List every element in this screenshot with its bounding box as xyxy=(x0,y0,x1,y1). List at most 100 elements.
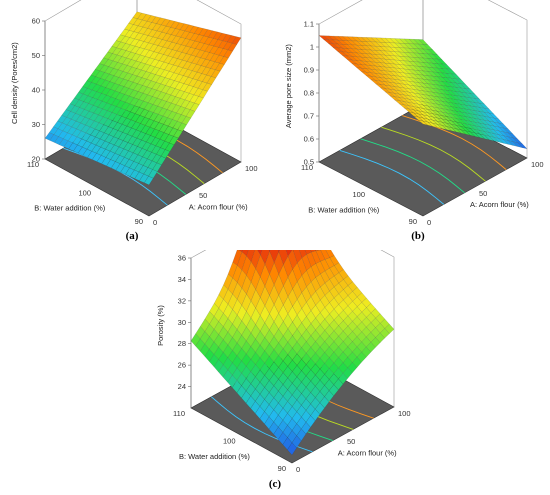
surface-plot-b: 0.5 0.6 0.7 0.8 0.9 1 1.1 0 50 100 90 100 110 A: Acor… xyxy=(284,0,544,227)
z-tick-label: 32 xyxy=(178,296,186,305)
surface-patch xyxy=(74,99,84,108)
z-tick-label: 36 xyxy=(178,254,186,263)
surface-patch xyxy=(74,92,84,101)
surface-patch xyxy=(291,435,302,449)
x-axis-label: A: Acorn flour (%) xyxy=(189,203,248,212)
surface-patch xyxy=(157,99,167,109)
surface-patch xyxy=(365,341,376,353)
surface-patch xyxy=(87,151,97,160)
surface-patch xyxy=(306,296,316,312)
surface-patch xyxy=(412,99,424,106)
surface-patch xyxy=(264,273,275,296)
z-tick-label: 0.6 xyxy=(304,135,314,144)
z-tick-label: 0.5 xyxy=(304,158,314,167)
surface-patch xyxy=(370,327,381,338)
surface-patch xyxy=(479,133,490,141)
surface-patch xyxy=(299,250,307,259)
y-tick-label: 110 xyxy=(173,409,185,418)
surface-patch xyxy=(315,357,325,370)
y-tick-label: 100 xyxy=(223,437,236,446)
surface-patch xyxy=(115,92,125,101)
surface-patch xyxy=(375,332,385,343)
floor-contour xyxy=(381,126,486,182)
caption-b: (b) xyxy=(411,230,425,242)
surface-patch xyxy=(54,136,64,145)
surface-patch xyxy=(488,120,500,128)
surface-patch xyxy=(507,140,519,147)
surface-patch xyxy=(144,110,154,120)
surface-patch xyxy=(342,367,353,379)
surface-patch xyxy=(393,99,405,106)
surface-patch xyxy=(292,353,302,366)
surface-patch xyxy=(84,111,94,120)
floor-contour xyxy=(339,149,445,205)
surface-mesh xyxy=(318,35,528,150)
surface-patch xyxy=(346,55,358,61)
surface-patch xyxy=(71,120,81,130)
surface-patch xyxy=(105,81,115,90)
surface-patch xyxy=(89,120,100,130)
surface-patch xyxy=(238,250,243,253)
chart-b: 0.5 0.6 0.7 0.8 0.9 1 1.1 0 50 100 90 100 110 A: Acor… xyxy=(275,0,550,235)
surface-patch xyxy=(301,254,312,271)
surface-patch xyxy=(144,175,154,186)
surface-patch xyxy=(92,91,102,100)
surface-patch xyxy=(479,111,490,118)
surface-patch xyxy=(432,58,443,65)
x-axis-label: A: Acorn flour (%) xyxy=(470,200,529,209)
surface-patch xyxy=(223,49,233,59)
x-tick-label: 50 xyxy=(347,437,355,446)
z-tick-label: 1.1 xyxy=(304,20,314,29)
y-tick-label: 110 xyxy=(27,160,39,169)
surface-patch xyxy=(72,136,82,146)
z-tick-label: 30 xyxy=(178,318,186,327)
surface-patch xyxy=(315,273,326,288)
surface-patch xyxy=(232,367,242,381)
surface-patch xyxy=(507,132,519,140)
surface-patch xyxy=(269,321,279,337)
surface-patch xyxy=(310,329,321,342)
surface-patch xyxy=(417,48,429,55)
surface-patch xyxy=(342,55,353,61)
surface-patch xyxy=(278,384,288,397)
x-tick-label: 0 xyxy=(296,465,300,474)
surface-patch xyxy=(333,314,344,326)
surface-patch xyxy=(356,331,367,343)
surface-patch xyxy=(389,42,400,48)
surface-patch xyxy=(338,269,349,280)
surface-patch xyxy=(62,117,72,126)
surface-patch xyxy=(117,116,127,125)
surface-patch xyxy=(516,142,528,150)
surface-patch xyxy=(464,112,476,119)
surface-patch xyxy=(124,95,135,105)
surface-patch xyxy=(327,43,339,49)
surface-patch xyxy=(277,250,280,253)
surface-patch xyxy=(282,437,293,451)
surface-patch xyxy=(301,410,311,423)
surface-patch xyxy=(403,107,414,114)
surface-patch xyxy=(432,53,443,60)
surface-patch xyxy=(106,96,116,106)
surface-patch xyxy=(329,319,339,332)
surface-patch xyxy=(245,395,256,409)
surface-patch xyxy=(61,109,71,118)
surface-patch xyxy=(250,352,261,365)
z-tick-label: 60 xyxy=(32,17,40,26)
surface-patch xyxy=(283,276,293,298)
surface-patch xyxy=(398,103,410,110)
z-tick-label: 0.7 xyxy=(304,112,314,121)
z-tick-label: 0.9 xyxy=(304,66,314,75)
y-tick-label: 110 xyxy=(301,163,313,172)
surface-patch xyxy=(259,411,270,425)
surface-patch xyxy=(450,127,462,134)
surface-patch xyxy=(110,161,121,171)
chart-a: 20 30 40 50 60 0 50 100 90 100 110 A: Acorn flour (… xyxy=(0,0,275,235)
x-tick-label: 0 xyxy=(427,218,431,227)
surface-patch xyxy=(201,66,211,76)
surface-patch xyxy=(241,250,249,257)
surface-patch xyxy=(179,83,189,92)
surface-patch xyxy=(156,91,167,101)
surface-patch xyxy=(296,381,307,394)
surface-patch xyxy=(332,47,344,53)
surface-patch xyxy=(181,45,191,54)
